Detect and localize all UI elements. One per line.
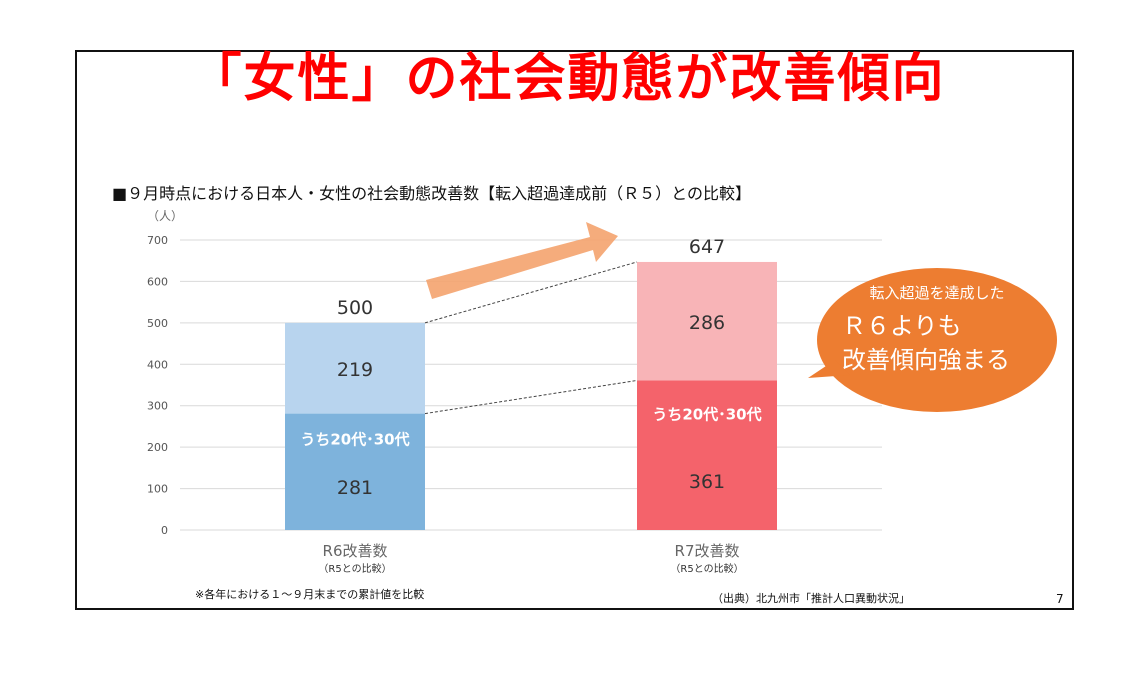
bar-segment-20s-30s xyxy=(637,380,777,530)
y-tick-label: 100 xyxy=(147,483,168,496)
page-number: 7 xyxy=(1056,592,1064,606)
x-category-label: R6改善数 xyxy=(323,542,388,560)
y-tick-label: 300 xyxy=(147,400,168,413)
callout-bubble: 転入超過を達成した Ｒ６よりも 改善傾向強まる xyxy=(808,268,1057,412)
slide-title: 「女性」の社会動態が改善傾向 xyxy=(189,49,946,109)
y-tick-label: 400 xyxy=(147,358,168,371)
bar-value-label: 219 xyxy=(337,359,373,381)
bar-segment-other xyxy=(637,261,777,381)
footnote: ※各年における１～９月末までの累計値を比較 xyxy=(195,588,425,601)
x-category-sublabel: （R5との比較） xyxy=(670,562,743,575)
bar-total-label: 647 xyxy=(689,236,725,258)
y-tick-label: 0 xyxy=(161,524,168,537)
y-axis-unit: （人） xyxy=(147,209,184,223)
chart-subtitle: ■９月時点における日本人・女性の社会動態改善数【転入超過達成前（Ｒ５）との比較】 xyxy=(112,184,751,203)
y-tick-label: 500 xyxy=(147,317,168,330)
slide-frame xyxy=(75,50,1074,610)
bar-total-label: 500 xyxy=(337,297,373,319)
bar-value-label: 286 xyxy=(689,312,725,334)
source-note: （出典）北九州市「推計人口異動状況」 xyxy=(712,592,910,605)
y-tick-label: 600 xyxy=(147,275,168,288)
x-category-label: R7改善数 xyxy=(675,542,740,560)
y-tick-label: 700 xyxy=(147,234,168,247)
callout-line3: 改善傾向強まる xyxy=(842,346,1010,374)
connector-line-segment xyxy=(424,379,638,415)
x-category-sublabel: （R5との比較） xyxy=(318,562,391,575)
bar-value-label: 361 xyxy=(689,471,725,493)
bar-segment-other xyxy=(285,322,425,414)
segment-name-label: うち20代･30代 xyxy=(652,405,761,423)
y-tick-label: 200 xyxy=(147,441,168,454)
trend-arrow-icon xyxy=(426,222,618,299)
segment-name-label: うち20代･30代 xyxy=(300,431,409,449)
bar-value-label: 281 xyxy=(337,477,373,499)
bar-segment-20s-30s xyxy=(285,413,425,530)
connector-line-total xyxy=(424,261,638,324)
callout-line1: 転入超過を達成した xyxy=(869,284,1004,302)
callout-line2: Ｒ６よりも xyxy=(842,312,962,340)
